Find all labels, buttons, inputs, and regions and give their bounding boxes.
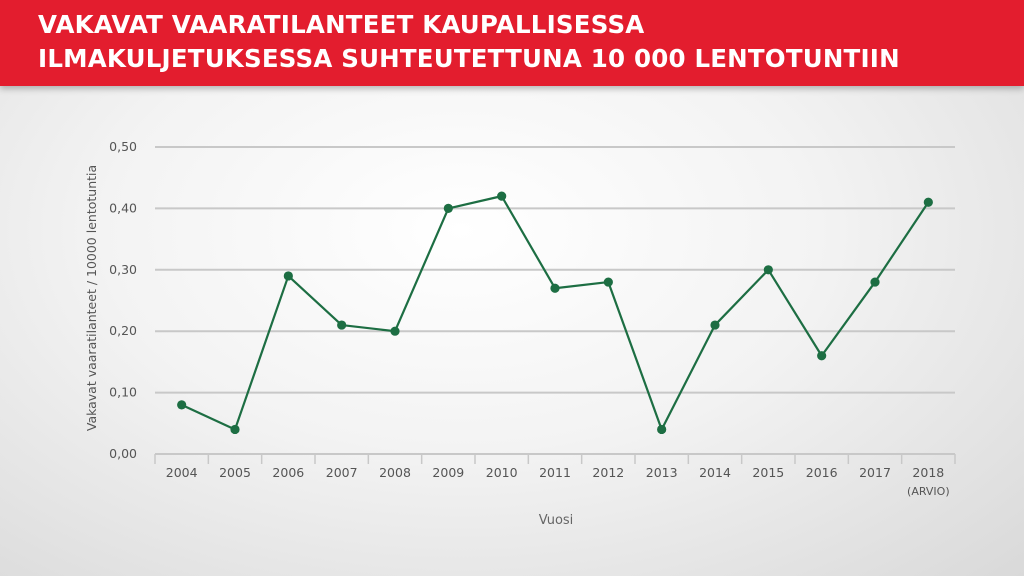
x-tick-label: 2009 xyxy=(432,465,464,480)
data-point xyxy=(870,277,880,287)
y-tick-label: 0,40 xyxy=(109,200,137,215)
x-axis-title: Vuosi xyxy=(539,513,574,528)
data-point xyxy=(230,424,240,435)
title-banner: VAKAVAT VAARATILANTEET KAUPALLISESSA ILM… xyxy=(0,0,1024,86)
x-tick-label: 2007 xyxy=(326,465,358,480)
series-line xyxy=(181,195,930,431)
line-chart: 2004 2005 2006 2007 2008 2009 2010 2011 2012 2013… xyxy=(84,139,956,528)
y-tick-label: 0,30 xyxy=(109,262,137,277)
data-point xyxy=(550,283,560,293)
data-point xyxy=(923,197,933,207)
data-point xyxy=(177,400,187,410)
y-tick-label: 0,50 xyxy=(109,139,137,154)
x-axis: 2004 2005 2006 2007 2008 2009 2010 2011 2012 2013… xyxy=(154,454,956,498)
data-point xyxy=(763,265,773,275)
x-tick-label: 2005 xyxy=(219,465,251,480)
series xyxy=(177,191,933,435)
x-tick-label: 2013 xyxy=(646,465,678,480)
data-point xyxy=(817,351,827,361)
x-tick-label: 2014 xyxy=(699,465,731,480)
y-tick-label: 0,10 xyxy=(109,385,137,400)
data-point xyxy=(603,277,613,287)
y-axis-title: Vakavat vaaratilanteet / 10000 lentotunt… xyxy=(84,165,99,431)
y-tick-label: 0,00 xyxy=(109,446,137,461)
x-tick-label: 2015 xyxy=(752,465,784,480)
data-point xyxy=(337,320,347,330)
y-tick-label: 0,20 xyxy=(109,323,137,338)
x-tick-label: 2012 xyxy=(592,465,624,480)
y-axis: 0,00 0,10 0,20 0,30 0,40 0,50 xyxy=(109,139,137,461)
x-tick-label: 2010 xyxy=(486,465,518,480)
x-tick-label: 2016 xyxy=(806,465,838,480)
x-tick-sublabel: (ARVIO) xyxy=(907,485,950,498)
data-point xyxy=(390,326,400,336)
x-tick-label: 2018 xyxy=(912,465,944,480)
x-tick-label: 2008 xyxy=(379,465,411,480)
chart-title-line-2: ILMAKULJETUKSESSA SUHTEUTETTUNA 10 000 L… xyxy=(38,44,900,73)
x-tick-label: 2011 xyxy=(539,465,571,480)
x-tick-label: 2006 xyxy=(272,465,304,480)
chart-title-line-1: VAKAVAT VAARATILANTEET KAUPALLISESSA xyxy=(38,10,645,39)
data-point xyxy=(443,203,453,213)
gridlines xyxy=(155,146,955,455)
data-point xyxy=(710,320,720,330)
data-point xyxy=(497,191,507,201)
data-point xyxy=(657,424,667,435)
data-point xyxy=(283,271,293,281)
x-tick-label: 2017 xyxy=(859,465,891,480)
x-tick-label: 2004 xyxy=(166,465,198,480)
